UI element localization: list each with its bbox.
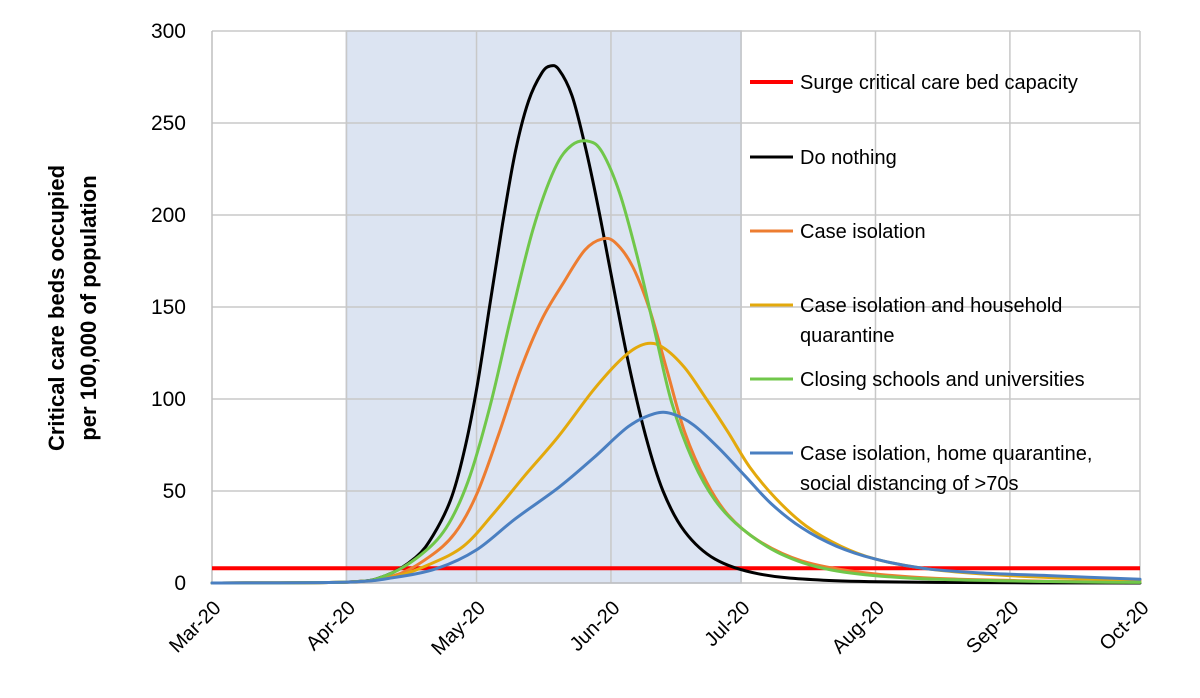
legend-label-6: Case isolation, home quarantine, social d… (800, 443, 1092, 495)
x-tick-label: Jun-20 (566, 597, 625, 656)
y-axis-label-line-1: Critical care beds occupied (44, 165, 69, 451)
x-tick-label: Mar-20 (165, 597, 225, 657)
y-tick-label: 200 (151, 204, 186, 227)
series-line-2 (210, 236, 1142, 585)
x-tick-label: Sep-20 (962, 597, 1023, 658)
legend-label-5: Closing schools and universities (800, 369, 1085, 391)
y-tick-label: 50 (163, 480, 186, 503)
series-line-5 (210, 410, 1142, 585)
legend-label-4: Case isolation and household quarantine (800, 295, 1062, 347)
y-tick-label: 0 (174, 572, 186, 595)
x-tick-label: Oct-20 (1096, 597, 1154, 655)
y-tick-label: 100 (151, 388, 186, 411)
legend-label-3: Case isolation (800, 221, 926, 243)
y-tick-label: 300 (151, 20, 186, 43)
series-line-4 (210, 139, 1142, 585)
x-tick-label: May-20 (427, 597, 490, 660)
legend-label-1: Surge critical care bed capacity (800, 72, 1078, 94)
y-axis-label-line-2: per 100,000 of population (76, 175, 101, 440)
x-tick-label: Apr-20 (302, 597, 360, 655)
legend-label-2: Do nothing (800, 147, 897, 169)
x-tick-label: Aug-20 (828, 597, 889, 658)
y-tick-label: 150 (151, 296, 186, 319)
y-tick-label: 250 (151, 112, 186, 135)
x-tick-label: Jul-20 (700, 597, 754, 651)
series-line-1 (210, 64, 1142, 585)
